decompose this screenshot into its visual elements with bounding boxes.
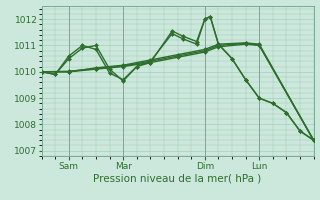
X-axis label: Pression niveau de la mer( hPa ): Pression niveau de la mer( hPa ) [93,173,262,183]
